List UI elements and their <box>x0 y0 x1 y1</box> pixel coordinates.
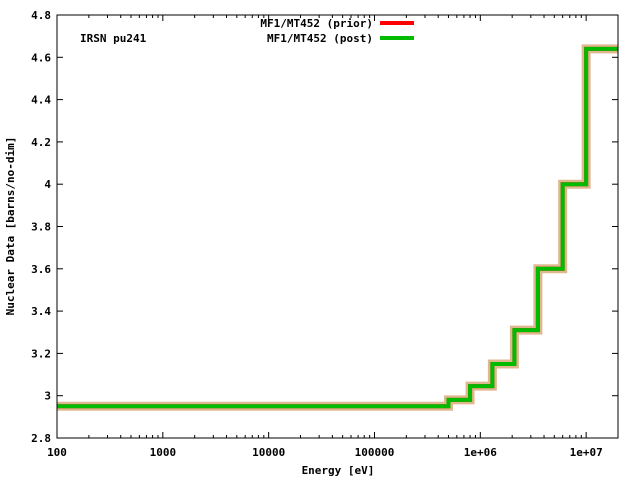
series-lines <box>57 46 618 409</box>
y-tick-label: 3 <box>44 390 51 403</box>
legend: MF1/MT452 (prior) MF1/MT452 (post) <box>260 17 414 45</box>
legend-label-post: MF1/MT452 (post) <box>267 32 373 45</box>
y-tick-label: 4.8 <box>31 9 51 22</box>
x-tick-label: 1e+06 <box>464 446 497 459</box>
y-tick-label: 3.6 <box>31 263 51 276</box>
y-tick-label: 4.2 <box>31 136 51 149</box>
x-tick-label: 100000 <box>355 446 395 459</box>
x-tick-label: 10000 <box>252 446 285 459</box>
y-axis-ticks: 2.8 3 3.2 3.4 3.6 3.8 4 4.2 4.4 4.6 4.8 <box>31 9 618 445</box>
y-tick-label: 4 <box>44 178 51 191</box>
y-axis-label: Nuclear Data [barns/no-dim] <box>4 137 17 316</box>
y-tick-label: 3.8 <box>31 221 51 234</box>
legend-label-prior: MF1/MT452 (prior) <box>260 17 373 30</box>
y-tick-label: 3.4 <box>31 305 51 318</box>
x-axis-ticks: 100 1000 10000 100000 1e+06 1e+07 <box>47 15 619 459</box>
y-tick-label: 4.4 <box>31 94 51 107</box>
x-tick-label: 1e+07 <box>570 446 603 459</box>
x-axis-label: Energy [eV] <box>302 464 375 477</box>
y-tick-label: 4.6 <box>31 51 51 64</box>
y-tick-label: 2.8 <box>31 432 51 445</box>
chart-annotation: IRSN pu241 <box>80 32 147 45</box>
x-tick-label: 100 <box>47 446 67 459</box>
x-tick-label: 1000 <box>150 446 177 459</box>
y-tick-label: 3.2 <box>31 347 51 360</box>
series-line-post <box>57 46 618 409</box>
